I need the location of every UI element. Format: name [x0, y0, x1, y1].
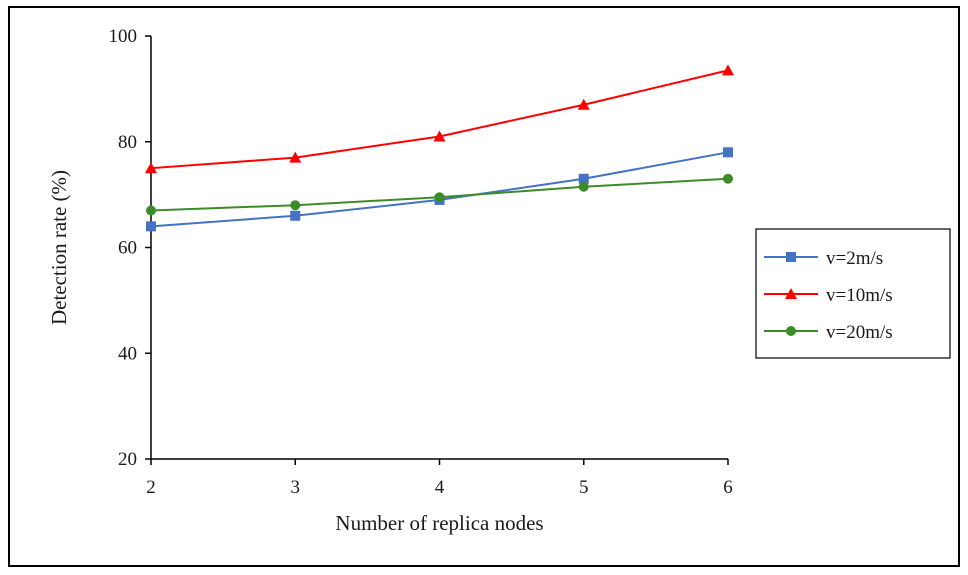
axes	[150, 36, 728, 460]
marker-square	[723, 147, 733, 158]
series-group	[145, 64, 734, 232]
legend-label: v=20m/s	[826, 322, 893, 343]
marker-triangle	[785, 288, 797, 299]
marker-circle	[786, 326, 796, 336]
x-tick-label: 3	[291, 477, 301, 498]
legend-label: v=2m/s	[826, 248, 883, 269]
x-tick-label: 2	[146, 477, 156, 498]
y-axis-title: Detection rate (%)	[47, 170, 71, 325]
marker-triangle	[433, 130, 446, 142]
legend-item: v=2m/s	[764, 248, 883, 269]
chart-frame: 2 3 4 5 6 20 40 60 80 100 Number of replica node…	[8, 6, 960, 567]
marker-square	[786, 252, 796, 262]
marker-circle	[434, 192, 445, 203]
x-ticks: 2 3 4 5 6	[146, 459, 733, 498]
y-tick-label: 100	[109, 26, 138, 47]
series-v=10m/s	[145, 64, 734, 174]
marker-circle	[578, 181, 589, 192]
x-tick-label: 6	[723, 477, 733, 498]
x-tick-label: 4	[435, 477, 445, 498]
legend-item: v=20m/s	[764, 322, 893, 343]
marker-triangle	[145, 162, 157, 174]
marker-square	[578, 173, 589, 184]
line-chart: 2 3 4 5 6 20 40 60 80 100 Number of replica node…	[47, 26, 951, 535]
marker-square	[146, 221, 156, 232]
series-line	[150, 151, 729, 228]
x-tick-label: 5	[579, 477, 589, 498]
y-tick-label: 40	[118, 343, 137, 364]
legend-label: v=10m/s	[826, 285, 893, 306]
series-line	[150, 69, 729, 170]
marker-circle	[723, 173, 733, 184]
y-tick-label: 80	[118, 132, 137, 153]
marker-triangle	[289, 151, 302, 163]
legend-item: v=10m/s	[764, 285, 893, 306]
legend: v=2m/s v=10m/s v=20m/s	[755, 228, 951, 359]
marker-triangle	[577, 98, 590, 110]
y-tick-label: 60	[118, 238, 137, 259]
series-v=2m/s	[146, 147, 733, 232]
y-tick-label: 20	[118, 449, 137, 470]
marker-square	[290, 210, 301, 221]
marker-circle	[290, 200, 301, 211]
x-axis-title: Number of replica nodes	[335, 511, 543, 535]
y-ticks: 20 40 60 80 100	[109, 26, 151, 470]
series-v=20m/s	[146, 173, 733, 216]
marker-circle	[146, 205, 156, 216]
marker-triangle	[722, 64, 734, 76]
